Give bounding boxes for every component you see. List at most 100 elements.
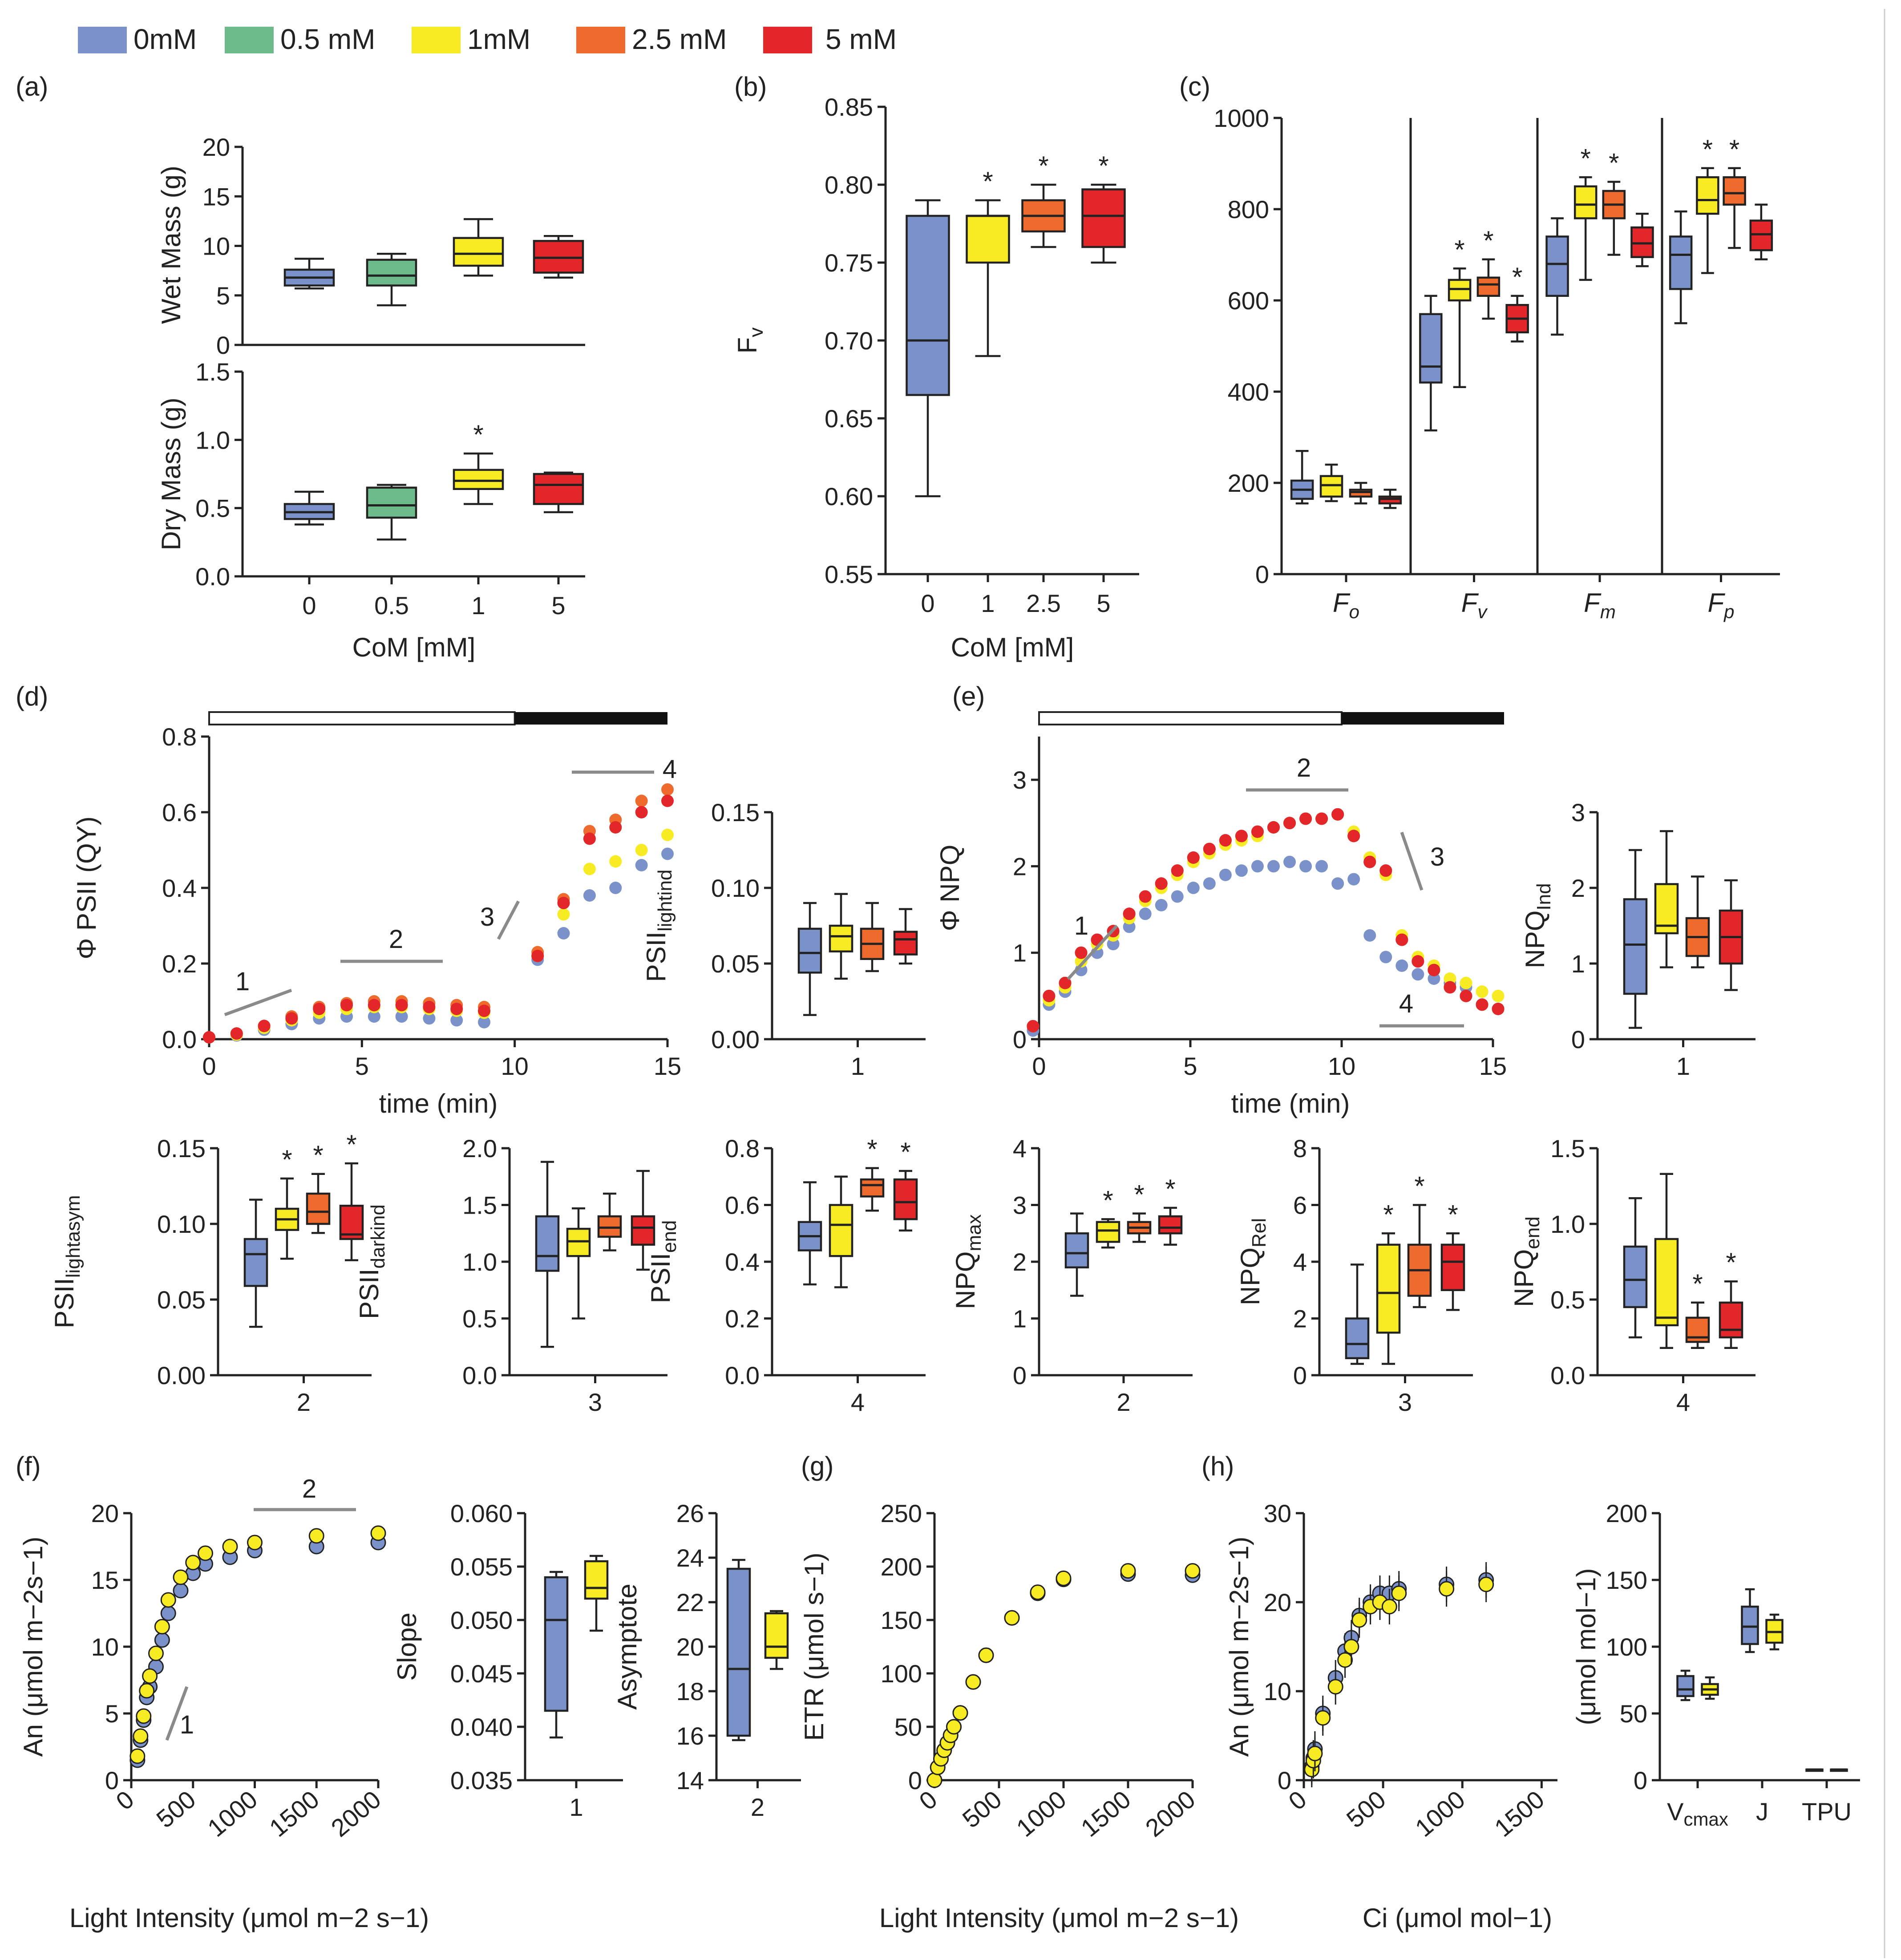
e-segment-1 [1067,924,1118,980]
e_3-box-2-significance-star: * [1414,1171,1424,1201]
a_dry-box-1-box [366,486,417,519]
c-Fp-box-3-box [1749,219,1773,251]
e_4-ylabel-sub: end [1522,1216,1544,1249]
a_wet-y-tick-label: 10 [202,232,230,260]
e_3-box-1-box [1376,1243,1401,1334]
g-point-1mM [1120,1563,1136,1579]
a_dry-y-tick-label: 0.5 [195,494,230,522]
d_1-ylabel: PSIIlightind [641,870,676,982]
d_4-y-tick-label: 0.8 [725,1134,760,1162]
c-Fo-box-1-box [1319,475,1343,498]
h_params-y-tick-label: 200 [1606,1499,1647,1527]
e_line-point-0mM [1379,951,1392,964]
e_line-point-5mM [1363,855,1376,868]
g-y-tick-label: 250 [881,1499,922,1527]
e_line-y-tick-label: 0 [1013,1025,1027,1053]
d_3-y-tick-label: 1.5 [462,1191,497,1219]
d_2-x-tick-label: 2 [297,1388,311,1416]
h_aci-point-1mM [1315,1710,1331,1726]
d_4-box-3-box [893,1178,918,1220]
e_line-point-5mM [1315,812,1328,825]
e_4-box-3-box [1719,1301,1743,1339]
e-dark-bar [1342,712,1504,725]
e_3-y-tick-label: 8 [1293,1134,1307,1162]
e_line-point-1mM [1492,989,1505,1002]
f-asym-ylabel: Asymptote [612,1583,642,1709]
d_line-y-tick-label: 0.8 [162,723,197,751]
f_slope-y-tick-label: 0.055 [450,1553,513,1581]
f_asym-y-tick-label: 24 [676,1544,704,1572]
h_params-J-box-0-box [1741,1605,1759,1645]
legend-label-05mm: 0.5 mM [280,23,375,55]
e_2-ylabel-main: NPQ [950,1251,980,1309]
e_3-x-tick-label: 3 [1398,1388,1412,1416]
f_line-point-1mM [308,1528,324,1544]
d_3-box-3-box [631,1215,655,1246]
chart-npq-end: 0.0 0.5 1.0 1.5 * * 4 NPQend [1509,1134,1755,1416]
d_3-ylabel-sub: darkind [367,1204,389,1268]
f_line-point-1mM [148,1645,164,1661]
d_1-y-tick-label: 0.15 [711,798,760,826]
d_line-point-0mM [368,1010,380,1023]
b-y-tick-label: 0.55 [825,560,873,588]
a_wet-y-tick-label: 20 [202,133,230,161]
d_line-point-0mM [609,882,622,894]
e_3-box-1-significance-star: * [1383,1199,1393,1229]
d_line-point-5mM [531,950,544,962]
d_line-point-5mM [478,1004,490,1017]
e_line-point-5mM [1299,812,1312,825]
c-group-label-sym: F [1707,588,1725,618]
d_4-ylabel-main: PSII [646,1253,675,1303]
h_params-x-tick-label-vcmax: Vcmax [1667,1798,1728,1830]
g-point-1mM [1056,1570,1072,1586]
e_line-point-0mM [1235,864,1248,877]
e_line-point-5mM [1187,851,1200,864]
d_line-point-0mM [423,1012,436,1025]
e_line-point-5mM [1379,864,1392,877]
d_3-box-2-box [597,1215,622,1238]
c-y-tick-label: 600 [1228,287,1269,315]
h_aci-point-1mM [1439,1581,1455,1597]
d_1-x-tick-label: 1 [851,1052,865,1080]
d-light-bar [208,711,516,725]
d_line-point-0mM [583,889,596,902]
h_aci-x-tick-label: 1500 [1489,1785,1549,1842]
e_line-x-tick-label: 0 [1032,1052,1046,1080]
e_4-box-1-box [1654,1238,1679,1327]
f_line-point-1mM [136,1708,152,1724]
d_1-ylabel-sub: lightind [654,870,676,931]
e_line-y-tick-label: 3 [1013,766,1027,794]
e_3-y-tick-label: 4 [1293,1248,1307,1276]
g-point-1mM [1030,1584,1046,1600]
d_line-point-5mM [450,1003,463,1015]
d_1-box-0-box [797,927,822,974]
f_asym-y-tick-label: 14 [676,1766,704,1794]
f_slope-x-tick-label: 1 [569,1793,583,1821]
g-point-1mM [1004,1610,1020,1626]
legend-swatch-5mm [763,27,812,53]
g-y-tick-label: 50 [894,1713,922,1741]
c-Fv-box-3-significance-star: * [1512,262,1522,292]
f_line-point-1mM [154,1619,170,1635]
chart-aci-params: 0 50 100 150 200 Vcmax J TPU (μmol mol−1) [1571,1499,1860,1830]
e_line-point-1mM [1460,976,1472,989]
b-x-tick-label: 2.5 [1026,589,1061,617]
d_4-box-1-box [829,1204,853,1257]
panel-label-c: (c) [1179,72,1210,101]
e_line-point-0mM [1123,920,1136,933]
f-segment-label-2: 2 [302,1474,316,1503]
panel-label-e: (e) [952,681,985,711]
chart-npq-ind: 0 1 2 3 1 NPQInd [1520,798,1755,1080]
e_line-point-0mM [1428,972,1440,985]
e-segment-label-1: 1 [1074,911,1088,940]
e-segment-3 [1400,831,1424,891]
e_line-point-0mM [1251,860,1264,873]
h_aci-point-1mM [1478,1576,1494,1592]
b-x-tick-label: 5 [1096,589,1110,617]
d_2-box-1-significance-star: * [282,1145,292,1174]
e_line-point-5mM [1043,989,1056,1002]
e_2-ylabel: NPQmax [950,1214,985,1309]
f_slope-y-tick-label: 0.040 [450,1713,513,1741]
e_line-y-tick-label: 1 [1013,939,1027,967]
d_line-point-5mM [423,1000,436,1013]
